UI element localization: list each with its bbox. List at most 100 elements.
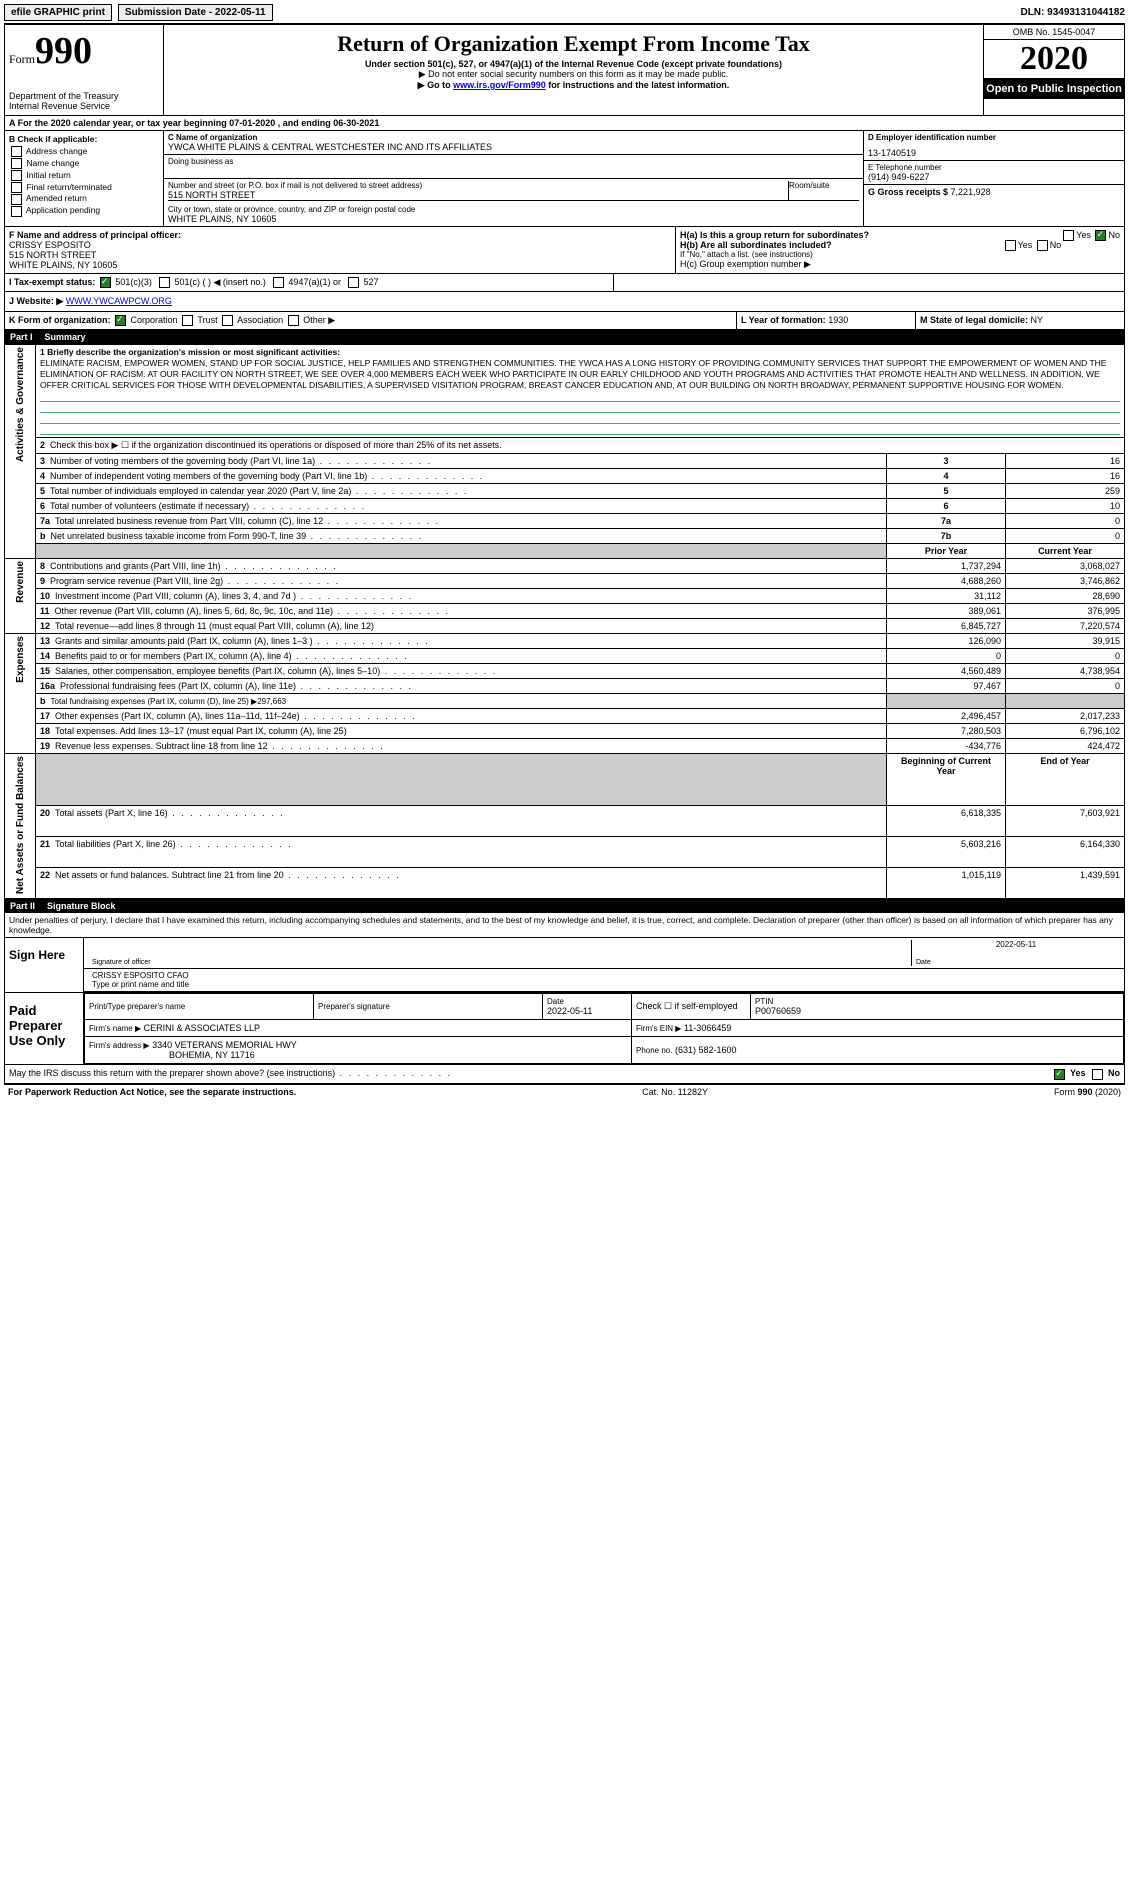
top-bar: efile GRAPHIC print Submission Date - 20…	[4, 4, 1125, 24]
cb-pending: Application pending	[9, 205, 159, 217]
cb-501c3	[100, 277, 111, 288]
col-b-checkboxes: B Check if applicable: Address change Na…	[5, 131, 164, 226]
ein: 13-1740519	[868, 148, 1120, 158]
line-9: 9 Program service revenue (Part VIII, li…	[36, 574, 887, 589]
firm-name: CERINI & ASSOCIATES LLP	[144, 1023, 260, 1033]
line-12: 12 Total revenue—add lines 8 through 11 …	[36, 619, 887, 634]
discuss-yes-checkbox	[1054, 1069, 1065, 1080]
cb-final: Final return/terminated	[9, 182, 159, 194]
open-public-badge: Open to Public Inspection	[984, 79, 1124, 99]
h-note: If "No," attach a list. (see instruction…	[680, 250, 1120, 259]
line-11: 11 Other revenue (Part VIII, column (A),…	[36, 604, 887, 619]
phone-block: E Telephone number (914) 949-6227	[864, 161, 1124, 185]
form-header: Form990 Department of the Treasury Inter…	[4, 24, 1125, 116]
org-name: YWCA WHITE PLAINS & CENTRAL WESTCHESTER …	[168, 142, 859, 152]
dba-block: Doing business as	[164, 155, 863, 179]
line-8: 8 Contributions and grants (Part VIII, l…	[36, 559, 887, 574]
subtitle-3: ▶ Go to www.irs.gov/Form990 for instruct…	[172, 80, 975, 91]
col-de: D Employer identification number 13-1740…	[863, 131, 1124, 226]
street: 515 NORTH STREET	[168, 190, 788, 200]
room-suite-label: Room/suite	[789, 181, 859, 201]
omb-number: OMB No. 1545-0047	[984, 25, 1124, 40]
line-16b: b Total fundraising expenses (Part IX, c…	[36, 694, 887, 709]
header-center: Return of Organization Exempt From Incom…	[164, 25, 983, 115]
line-15: 15 Salaries, other compensation, employe…	[36, 664, 887, 679]
row-a-tax-year: A For the 2020 calendar year, or tax yea…	[4, 116, 1125, 131]
line-19: 19 Revenue less expenses. Subtract line …	[36, 739, 887, 754]
header-left: Form990 Department of the Treasury Inter…	[5, 25, 164, 115]
col-f: F Name and address of principal officer:…	[5, 227, 676, 273]
subtitle-2: ▶ Do not enter social security numbers o…	[172, 69, 975, 80]
line-2: 2 Check this box ▶ ☐ if the organization…	[36, 438, 1125, 454]
line-10: 10 Investment income (Part VIII, column …	[36, 589, 887, 604]
h-b: H(b) Are all subordinates included? Yes …	[680, 240, 1120, 250]
jurat: Under penalties of perjury, I declare th…	[4, 913, 1125, 938]
side-expenses: Expenses	[5, 634, 36, 754]
form-number: 990	[35, 30, 92, 72]
line-14: 14 Benefits paid to or for members (Part…	[36, 649, 887, 664]
col-h: H(a) Is this a group return for subordin…	[676, 227, 1124, 273]
paid-preparer-label: Paid Preparer Use Only	[5, 993, 84, 1064]
org-name-block: C Name of organization YWCA WHITE PLAINS…	[164, 131, 863, 155]
line-17: 17 Other expenses (Part IX, column (A), …	[36, 709, 887, 724]
firm-ein: 11-3066459	[684, 1023, 731, 1033]
line-5: 5 Total number of individuals employed i…	[36, 484, 887, 499]
paid-preparer-section: Paid Preparer Use Only Print/Type prepar…	[4, 993, 1125, 1065]
footer: For Paperwork Reduction Act Notice, see …	[4, 1084, 1125, 1099]
sign-date: 2022-05-11	[916, 940, 1116, 949]
mission-cell: 1 Briefly describe the organization's mi…	[36, 345, 1125, 438]
phone: (914) 949-6227	[868, 172, 1120, 182]
street-block: Number and street (or P.O. box if mail i…	[168, 181, 789, 201]
cb-initial: Initial return	[9, 170, 159, 182]
city: WHITE PLAINS, NY 10605	[168, 214, 859, 224]
summary-table: Activities & Governance 1 Briefly descri…	[4, 344, 1125, 899]
k-form-org: K Form of organization: Corporation Trus…	[5, 312, 736, 329]
mission-text: ELIMINATE RACISM, EMPOWER WOMEN, STAND U…	[40, 358, 1120, 391]
form-990-label: Form990	[9, 29, 159, 73]
line-22: 22 Net assets or fund balances. Subtract…	[36, 868, 887, 899]
side-netassets: Net Assets or Fund Balances	[5, 754, 36, 899]
city-block: City or town, state or province, country…	[164, 203, 863, 226]
dept-treasury: Department of the Treasury	[9, 91, 159, 101]
officer-typed-name: CRISSY ESPOSITO CFAO	[92, 971, 1116, 980]
line-3: 3 Number of voting members of the govern…	[36, 454, 887, 469]
ha-no-checkbox	[1095, 230, 1106, 241]
dba-label: Doing business as	[168, 157, 859, 166]
line-13: 13 Grants and similar amounts paid (Part…	[36, 634, 887, 649]
subtitle-1: Under section 501(c), 527, or 4947(a)(1)…	[172, 59, 975, 69]
discuss-row: May the IRS discuss this return with the…	[4, 1065, 1125, 1083]
line-20: 20 Total assets (Part X, line 16)	[36, 806, 887, 837]
line-7a: 7a Total unrelated business revenue from…	[36, 514, 887, 529]
cb-name: Name change	[9, 158, 159, 170]
section-bcdeg: B Check if applicable: Address change Na…	[4, 131, 1125, 227]
tax-year: 2020	[984, 40, 1124, 79]
col-c: C Name of organization YWCA WHITE PLAINS…	[164, 131, 863, 226]
preparer-table: Print/Type preparer's name Preparer's si…	[84, 993, 1124, 1064]
part2-header: Part II Signature Block	[4, 899, 1125, 913]
gross-receipts: G Gross receipts $ 7,221,928	[864, 185, 1124, 199]
efile-badge: efile GRAPHIC print	[4, 4, 112, 21]
ein-block: D Employer identification number 13-1740…	[864, 131, 1124, 161]
cb-corp	[115, 315, 126, 326]
dln: DLN: 93493131044182	[1020, 7, 1125, 18]
firm-phone: (631) 582-1600	[675, 1045, 737, 1055]
section-fh: F Name and address of principal officer:…	[4, 227, 1125, 274]
line-4: 4 Number of independent voting members o…	[36, 469, 887, 484]
instructions-link[interactable]: www.irs.gov/Form990	[453, 80, 546, 90]
line-7b: b Net unrelated business taxable income …	[36, 529, 887, 544]
row-j: J Website: ▶ WWW.YWCAWPCW.ORG	[4, 292, 1125, 312]
line-16a: 16a Professional fundraising fees (Part …	[36, 679, 887, 694]
row-klm: K Form of organization: Corporation Trus…	[4, 312, 1125, 330]
form-title: Return of Organization Exempt From Incom…	[172, 31, 975, 57]
h-c: H(c) Group exemption number ▶	[680, 259, 1120, 270]
ptin: P00760659	[755, 1006, 1119, 1016]
org-name-label: C Name of organization	[168, 133, 859, 142]
form-word: Form	[9, 52, 35, 66]
cb-amended: Amended return	[9, 193, 159, 205]
addr-row: Number and street (or P.O. box if mail i…	[164, 179, 863, 203]
sign-here-label: Sign Here	[5, 938, 84, 992]
officer-name: CRISSY ESPOSITO	[9, 240, 671, 250]
website-link[interactable]: WWW.YWCAWPCW.ORG	[66, 296, 172, 306]
h-a: H(a) Is this a group return for subordin…	[680, 230, 1120, 240]
irs-label: Internal Revenue Service	[9, 101, 159, 111]
